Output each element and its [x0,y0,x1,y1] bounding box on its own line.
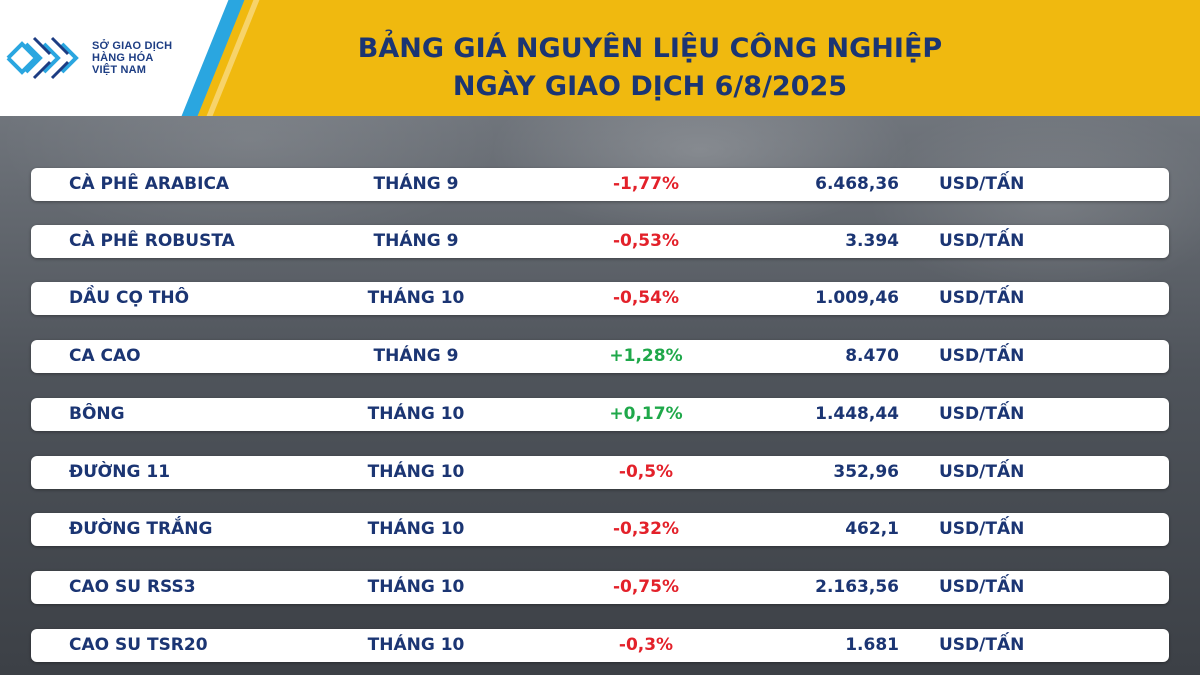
commodity-name: CA CAO [69,346,141,366]
commodity-name: CÀ PHÊ ARABICA [69,174,230,194]
price-unit: USD/TẤN [939,288,1025,308]
price-change: -0,3% [618,635,674,655]
contract-month: THÁNG 10 [367,519,465,539]
price-unit: USD/TẤN [939,231,1025,251]
title-line: BẢNG GIÁ NGUYÊN LIỆU CÔNG NGHIỆP [357,33,943,64]
table-row: BÔNG THÁNG 10 +0,17% 1.448,44 USD/TẤN [31,398,1169,431]
price-unit: USD/TẤN [939,519,1025,539]
logo-line: VIỆT NAM [92,64,147,76]
price-value: 2.163,56 [815,577,899,597]
price-change: -1,77% [612,174,680,194]
price-change: +1,28% [609,346,683,366]
contract-month: THÁNG 10 [367,462,465,482]
table-row: CAO SU TSR20 THÁNG 10 -0,3% 1.681 USD/TẤ… [31,629,1169,662]
commodity-name: CAO SU TSR20 [69,635,208,655]
contract-month: THÁNG 9 [373,231,459,251]
table-row: ĐƯỜNG TRẮNG THÁNG 10 -0,32% 462,1 USD/TẤ… [31,513,1169,546]
logo-text: SỞ GIAO DỊCH HÀNG HÓA VIỆT NAM [92,40,172,76]
contract-month: THÁNG 9 [373,346,459,366]
commodity-name: DẦU CỌ THÔ [69,288,190,308]
logo-line: SỞ GIAO DỊCH [92,40,173,52]
contract-month: THÁNG 10 [367,288,465,308]
table-row: CÀ PHÊ ROBUSTA THÁNG 9 -0,53% 3.394 USD/… [31,225,1169,258]
price-change: -0,54% [612,288,680,308]
price-value: 1.448,44 [815,404,899,424]
title-line: NGÀY GIAO DỊCH 6/8/2025 [452,71,848,102]
contract-month: THÁNG 9 [373,174,459,194]
contract-month: THÁNG 10 [367,577,465,597]
price-unit: USD/TẤN [939,404,1025,424]
price-change: -0,75% [612,577,680,597]
price-value: 3.394 [845,231,899,251]
table-row: CÀ PHÊ ARABICA THÁNG 9 -1,77% 6.468,36 U… [31,168,1169,201]
price-value: 352,96 [833,462,899,482]
price-value: 1.009,46 [815,288,899,308]
price-change: -0,32% [612,519,680,539]
table-row: ĐƯỜNG 11 THÁNG 10 -0,5% 352,96 USD/TẤN [31,456,1169,489]
price-unit: USD/TẤN [939,462,1025,482]
price-unit: USD/TẤN [939,174,1025,194]
commodity-name: ĐƯỜNG TRẮNG [69,519,213,539]
logo-line: HÀNG HÓA [92,52,154,64]
commodity-name: CAO SU RSS3 [69,577,196,597]
page-title: BẢNG GIÁ NGUYÊN LIỆU CÔNG NGHIỆP NGÀY GI… [250,30,1050,106]
price-value: 462,1 [845,519,899,539]
contract-month: THÁNG 10 [367,404,465,424]
price-change: -0,53% [612,231,680,251]
commodity-name: ĐƯỜNG 11 [69,462,171,482]
price-change: +0,17% [609,404,683,424]
price-change: -0,5% [618,462,674,482]
header-banner: SỞ GIAO DỊCH HÀNG HÓA VIỆT NAM BẢNG GIÁ … [0,0,1200,116]
price-value: 6.468,36 [815,174,899,194]
exchange-logo-icon [6,36,79,80]
price-unit: USD/TẤN [939,346,1025,366]
table-row: DẦU CỌ THÔ THÁNG 10 -0,54% 1.009,46 USD/… [31,282,1169,315]
price-value: 1.681 [845,635,899,655]
price-unit: USD/TẤN [939,577,1025,597]
commodity-name: BÔNG [69,404,125,424]
price-unit: USD/TẤN [939,635,1025,655]
table-row: CA CAO THÁNG 9 +1,28% 8.470 USD/TẤN [31,340,1169,373]
table-row: CAO SU RSS3 THÁNG 10 -0,75% 2.163,56 USD… [31,571,1169,604]
price-value: 8.470 [845,346,899,366]
contract-month: THÁNG 10 [367,635,465,655]
commodity-name: CÀ PHÊ ROBUSTA [69,231,235,251]
